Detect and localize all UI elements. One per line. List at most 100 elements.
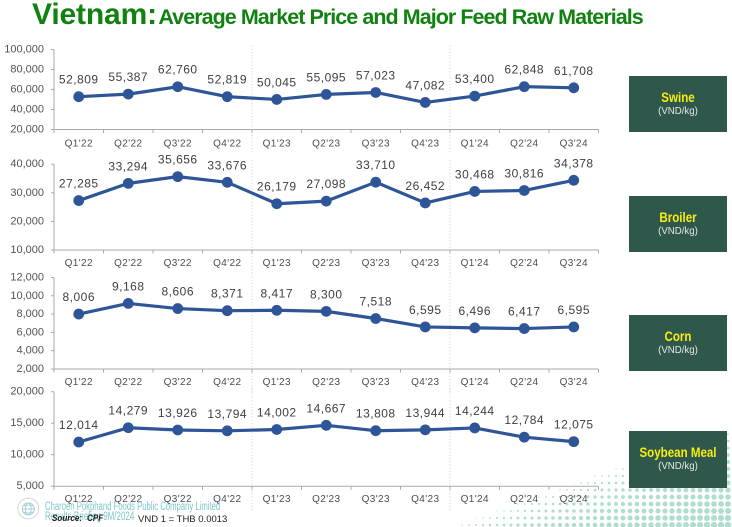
svg-text:Q3'24: Q3'24 bbox=[560, 377, 588, 388]
svg-text:14,279: 14,279 bbox=[108, 404, 148, 418]
svg-text:6,417: 6,417 bbox=[508, 305, 541, 319]
svg-text:13,808: 13,808 bbox=[356, 407, 396, 421]
svg-text:33,710: 33,710 bbox=[356, 158, 396, 172]
svg-text:52,819: 52,819 bbox=[207, 73, 247, 87]
svg-text:Q2'24: Q2'24 bbox=[510, 494, 538, 505]
svg-text:Q1'22: Q1'22 bbox=[65, 377, 93, 388]
svg-text:Q1'23: Q1'23 bbox=[263, 494, 291, 505]
svg-text:Q1'24: Q1'24 bbox=[461, 377, 489, 388]
svg-text:8,000: 8,000 bbox=[16, 308, 44, 320]
svg-text:33,676: 33,676 bbox=[207, 158, 247, 172]
svg-text:27,098: 27,098 bbox=[306, 177, 346, 191]
svg-text:Q3'23: Q3'23 bbox=[362, 377, 390, 388]
svg-text:Q3'24: Q3'24 bbox=[560, 494, 588, 505]
svg-text:47,082: 47,082 bbox=[405, 78, 445, 92]
svg-text:Q4'23: Q4'23 bbox=[411, 494, 439, 505]
svg-text:Q1'24: Q1'24 bbox=[461, 494, 489, 505]
svg-text:Q1'22: Q1'22 bbox=[65, 139, 93, 150]
svg-text:6,000: 6,000 bbox=[16, 326, 44, 338]
svg-text:Q2'22: Q2'22 bbox=[114, 258, 142, 269]
svg-text:Q1'23: Q1'23 bbox=[263, 258, 291, 269]
svg-text:20,000: 20,000 bbox=[10, 386, 44, 398]
svg-text:20,000: 20,000 bbox=[10, 215, 44, 227]
svg-text:Q1'22: Q1'22 bbox=[65, 494, 93, 505]
svg-text:8,371: 8,371 bbox=[211, 287, 244, 301]
svg-text:8,417: 8,417 bbox=[260, 286, 293, 300]
svg-text:Q3'23: Q3'23 bbox=[362, 139, 390, 150]
svg-text:35,656: 35,656 bbox=[158, 153, 198, 167]
svg-text:15,000: 15,000 bbox=[10, 417, 44, 429]
svg-text:Q3'22: Q3'22 bbox=[164, 377, 192, 388]
svg-text:20,000: 20,000 bbox=[10, 124, 44, 136]
svg-text:Q2'22: Q2'22 bbox=[114, 494, 142, 505]
svg-text:53,400: 53,400 bbox=[455, 72, 495, 86]
svg-text:Q3'22: Q3'22 bbox=[164, 258, 192, 269]
svg-text:Q4'22: Q4'22 bbox=[213, 377, 241, 388]
svg-text:10,000: 10,000 bbox=[10, 290, 44, 302]
svg-text:Q3'24: Q3'24 bbox=[560, 139, 588, 150]
svg-text:8,606: 8,606 bbox=[161, 285, 194, 299]
svg-text:14,667: 14,667 bbox=[306, 401, 346, 415]
svg-text:26,452: 26,452 bbox=[405, 179, 445, 193]
svg-text:13,944: 13,944 bbox=[405, 406, 445, 420]
svg-text:7,518: 7,518 bbox=[359, 295, 392, 309]
svg-text:62,848: 62,848 bbox=[504, 63, 544, 77]
svg-text:Q2'22: Q2'22 bbox=[114, 377, 142, 388]
svg-text:34,378: 34,378 bbox=[554, 156, 594, 170]
svg-text:12,014: 12,014 bbox=[59, 418, 99, 432]
svg-text:60,000: 60,000 bbox=[10, 84, 44, 96]
svg-text:27,285: 27,285 bbox=[59, 177, 99, 191]
svg-text:30,468: 30,468 bbox=[455, 167, 495, 181]
svg-text:Q3'24: Q3'24 bbox=[560, 258, 588, 269]
svg-text:Q2'24: Q2'24 bbox=[510, 377, 538, 388]
svg-text:30,816: 30,816 bbox=[504, 166, 544, 180]
svg-text:Q2'24: Q2'24 bbox=[510, 258, 538, 269]
svg-text:Q2'23: Q2'23 bbox=[312, 494, 340, 505]
svg-text:12,075: 12,075 bbox=[554, 418, 594, 432]
svg-text:Q2'23: Q2'23 bbox=[312, 139, 340, 150]
svg-text:Q4'23: Q4'23 bbox=[411, 258, 439, 269]
svg-text:Q4'22: Q4'22 bbox=[213, 139, 241, 150]
svg-text:13,926: 13,926 bbox=[158, 406, 198, 420]
svg-text:52,809: 52,809 bbox=[59, 73, 99, 87]
svg-text:Q4'23: Q4'23 bbox=[411, 377, 439, 388]
svg-text:12,000: 12,000 bbox=[10, 272, 44, 284]
svg-text:6,595: 6,595 bbox=[409, 303, 442, 317]
svg-text:61,708: 61,708 bbox=[554, 64, 594, 78]
svg-text:6,595: 6,595 bbox=[557, 303, 590, 317]
svg-text:Q1'24: Q1'24 bbox=[461, 258, 489, 269]
svg-text:62,760: 62,760 bbox=[158, 63, 198, 77]
svg-text:5,000: 5,000 bbox=[16, 480, 44, 492]
svg-text:55,095: 55,095 bbox=[306, 70, 346, 84]
svg-text:10,000: 10,000 bbox=[10, 244, 44, 256]
svg-text:100,000: 100,000 bbox=[4, 44, 44, 56]
svg-text:40,000: 40,000 bbox=[10, 158, 44, 170]
svg-text:2,000: 2,000 bbox=[16, 363, 44, 375]
svg-text:Q1'22: Q1'22 bbox=[65, 258, 93, 269]
svg-text:26,179: 26,179 bbox=[257, 180, 297, 194]
svg-text:13,794: 13,794 bbox=[207, 407, 247, 421]
svg-text:14,244: 14,244 bbox=[455, 404, 495, 418]
svg-text:30,000: 30,000 bbox=[10, 187, 44, 199]
svg-text:Q4'23: Q4'23 bbox=[411, 139, 439, 150]
svg-text:12,784: 12,784 bbox=[504, 413, 544, 427]
svg-text:Q3'23: Q3'23 bbox=[362, 494, 390, 505]
svg-text:8,300: 8,300 bbox=[310, 287, 343, 301]
svg-text:8,006: 8,006 bbox=[62, 290, 95, 304]
svg-text:14,002: 14,002 bbox=[257, 405, 297, 419]
svg-text:10,000: 10,000 bbox=[10, 449, 44, 461]
svg-text:33,294: 33,294 bbox=[108, 159, 148, 173]
svg-text:50,045: 50,045 bbox=[257, 75, 297, 89]
svg-text:Q2'24: Q2'24 bbox=[510, 139, 538, 150]
svg-text:Q1'23: Q1'23 bbox=[263, 139, 291, 150]
svg-text:Q3'23: Q3'23 bbox=[362, 258, 390, 269]
svg-text:Q4'22: Q4'22 bbox=[213, 258, 241, 269]
svg-text:80,000: 80,000 bbox=[10, 64, 44, 76]
svg-text:6,496: 6,496 bbox=[458, 304, 491, 318]
svg-text:Q4'22: Q4'22 bbox=[213, 494, 241, 505]
svg-text:57,023: 57,023 bbox=[356, 68, 396, 82]
svg-text:Q2'23: Q2'23 bbox=[312, 377, 340, 388]
svg-text:Q2'23: Q2'23 bbox=[312, 258, 340, 269]
svg-text:40,000: 40,000 bbox=[10, 104, 44, 116]
svg-text:Q1'23: Q1'23 bbox=[263, 377, 291, 388]
